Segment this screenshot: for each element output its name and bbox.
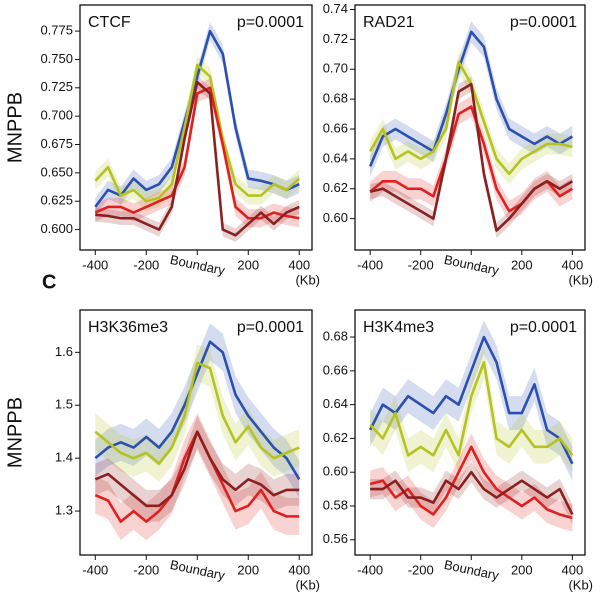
annotation: p=0.0001	[237, 14, 304, 31]
plot-frame	[79, 4, 313, 251]
x-tick-label: 200	[237, 562, 259, 577]
error-band	[370, 462, 573, 525]
y-tick-label: 0.58	[323, 497, 348, 512]
plot-frame	[354, 4, 586, 251]
y-tick-label: 0.68	[323, 328, 348, 343]
y-tick-label: 0.72	[323, 31, 348, 46]
y-tick-label: 0.62	[323, 430, 348, 445]
panel-title: H3K4me3	[363, 319, 434, 336]
x-tick-label: 200	[511, 257, 533, 272]
y-tick-label: 0.60	[323, 464, 348, 479]
y-tick-label: 1.4	[55, 450, 73, 465]
x-tick-label: -200	[408, 257, 434, 272]
error-band	[370, 345, 573, 473]
y-tick-label: 0.725	[40, 79, 73, 94]
x-axis-label: (Kb)	[295, 272, 320, 287]
error-band	[95, 344, 300, 482]
x-axis-label: (Kb)	[568, 577, 593, 592]
annotation: p=0.0001	[510, 14, 577, 31]
plot-frame	[354, 309, 586, 556]
line	[94, 361, 300, 465]
line	[94, 29, 300, 208]
y-tick-label: 0.700	[40, 108, 73, 123]
error-band	[95, 415, 300, 522]
x-tick-label: -400	[357, 562, 383, 577]
y-tick-label: 0.66	[323, 362, 348, 377]
y-tick-label: 0.650	[40, 164, 73, 179]
line	[368, 30, 574, 167]
plot-frame	[79, 309, 313, 556]
y-tick-label: 0.64	[323, 396, 348, 411]
y-tick-label: 0.62	[323, 180, 348, 195]
error-band	[95, 56, 300, 211]
y-tick-label: 0.64	[323, 150, 348, 165]
line	[94, 340, 301, 481]
x-tick-label: -400	[82, 257, 108, 272]
y-axis-label: MNPPB	[4, 92, 26, 163]
y-tick-label: 1.6	[55, 344, 73, 359]
line	[369, 82, 574, 232]
x-tick-label: 400	[562, 562, 584, 577]
y-tick-label: 0.70	[323, 61, 348, 76]
x-tick-label: 200	[237, 257, 259, 272]
y-tick-label: 0.74	[323, 1, 348, 16]
y-tick-label: 0.750	[40, 51, 73, 66]
y-tick-label: 0.775	[40, 23, 73, 38]
panel-title: CTCF	[88, 14, 131, 31]
error-band	[95, 413, 300, 541]
error-band	[95, 78, 300, 228]
panel-title: H3K36me3	[88, 319, 168, 336]
y-axis-label: MNPPB	[4, 397, 26, 468]
x-axis-label: (Kb)	[295, 577, 320, 592]
x-tick-label: Boundary	[169, 557, 227, 583]
error-band	[370, 51, 573, 185]
error-band	[95, 22, 300, 216]
panel-title: RAD21	[363, 14, 415, 31]
annotation: p=0.0001	[510, 319, 577, 336]
x-tick-label: 400	[288, 257, 310, 272]
x-tick-label: 400	[288, 562, 310, 577]
y-tick-label: 0.66	[323, 120, 348, 135]
error-band	[95, 75, 300, 243]
x-tick-label: -400	[82, 562, 108, 577]
line	[370, 470, 574, 516]
x-tick-label: Boundary	[443, 557, 501, 583]
y-tick-label: 0.68	[323, 91, 348, 106]
y-tick-label: 0.675	[40, 136, 73, 151]
annotation: p=0.0001	[237, 319, 304, 336]
y-tick-label: 1.5	[55, 397, 73, 412]
y-tick-label: 0.60	[323, 210, 348, 225]
x-tick-label: -400	[357, 257, 383, 272]
line	[94, 63, 301, 203]
line	[369, 335, 574, 465]
x-tick-label: -200	[133, 257, 159, 272]
error-band	[370, 76, 573, 239]
error-band	[370, 320, 573, 481]
x-tick-label: -200	[133, 562, 159, 577]
panel-label: C	[42, 271, 56, 293]
x-tick-label: 200	[511, 562, 533, 577]
x-tick-label: Boundary	[443, 252, 501, 278]
x-axis-label: (Kb)	[568, 272, 593, 287]
line	[94, 430, 300, 508]
line	[369, 361, 574, 457]
x-tick-label: -200	[408, 562, 434, 577]
y-tick-label: 0.625	[40, 193, 73, 208]
y-tick-label: 0.600	[40, 221, 73, 236]
line	[95, 80, 300, 237]
y-tick-label: 0.56	[323, 531, 348, 546]
x-tick-label: Boundary	[169, 252, 227, 278]
y-tick-label: 1.3	[55, 503, 73, 518]
x-tick-label: 400	[562, 257, 584, 272]
